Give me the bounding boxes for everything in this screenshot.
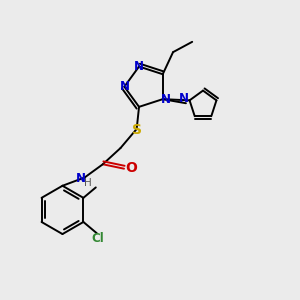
Text: N: N: [161, 93, 171, 106]
Text: S: S: [132, 122, 142, 136]
Text: N: N: [76, 172, 86, 185]
Text: O: O: [125, 161, 137, 175]
Text: Cl: Cl: [91, 232, 104, 245]
Text: H: H: [84, 178, 92, 188]
Text: N: N: [119, 80, 129, 93]
Text: N: N: [179, 92, 189, 105]
Text: N: N: [134, 60, 144, 73]
